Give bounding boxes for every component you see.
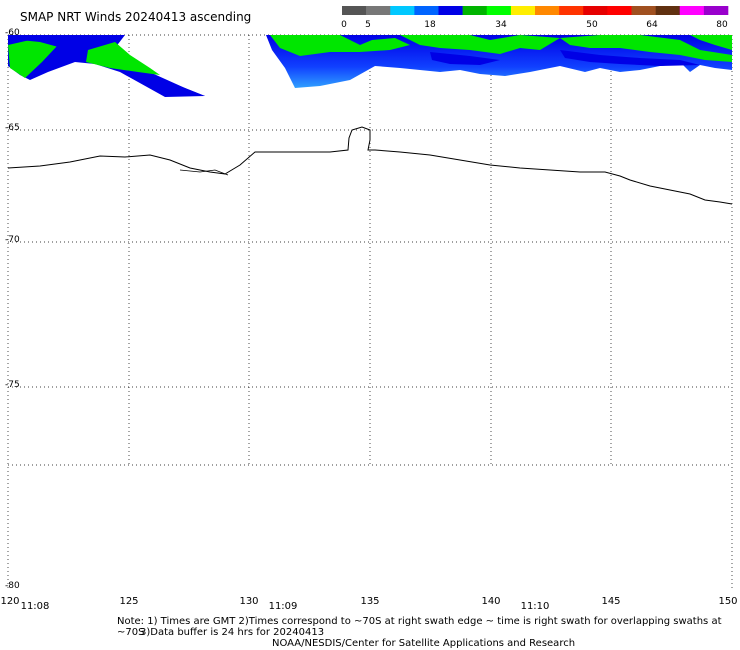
colorbar-segment	[510, 6, 536, 15]
colorbar-segment	[559, 6, 584, 15]
colorbar-segment	[607, 6, 632, 15]
colorbar-segment	[679, 6, 705, 15]
lon-label-145: 145	[601, 596, 621, 607]
colorbar-segment	[631, 6, 656, 15]
lat-label-80: -80	[5, 581, 20, 591]
time-label-1109: 11:09	[268, 601, 298, 612]
note-line-1: Note: 1) Times are GMT 2)Times correspon…	[117, 616, 722, 638]
colorbar-segment	[703, 6, 729, 15]
colorbar-segment	[438, 6, 463, 15]
colorbar-segment	[583, 6, 608, 15]
colorbar	[342, 6, 729, 15]
lat-label-65: -65	[5, 123, 20, 133]
colorbar-tick-0: 0	[341, 20, 347, 30]
colorbar-tick-5: 5	[365, 20, 371, 30]
lat-label-75: -75	[5, 380, 20, 390]
wind-swath-left	[8, 35, 205, 97]
colorbar-segment	[486, 6, 512, 15]
lon-label-125: 125	[119, 596, 139, 607]
colorbar-tick-18: 18	[424, 20, 436, 30]
time-label-1108: 11:08	[20, 601, 50, 612]
colorbar-tick-80: 80	[716, 20, 728, 30]
colorbar-segment	[366, 6, 391, 15]
lat-label-60: -60	[5, 28, 20, 38]
graticule	[7, 34, 733, 590]
coastline	[7, 126, 733, 205]
colorbar-tick-34: 34	[495, 20, 507, 30]
colorbar-segment	[462, 6, 488, 15]
note-line-2: 3)Data buffer is 24 hrs for 20240413	[140, 627, 325, 638]
lon-label-120: 120	[0, 596, 20, 607]
colorbar-segment	[390, 6, 415, 15]
time-label-1110: 11:10	[520, 601, 550, 612]
lon-label-150: 150	[718, 596, 738, 607]
lon-label-130: 130	[239, 596, 259, 607]
wind-swath-right	[266, 35, 732, 88]
lat-label-70: -70	[5, 235, 20, 245]
map-title: SMAP NRT Winds 20240413 ascending	[20, 10, 252, 24]
colorbar-tick-64: 64	[646, 20, 658, 30]
colorbar-tick-50: 50	[586, 20, 598, 30]
lon-label-140: 140	[481, 596, 501, 607]
colorbar-segment	[535, 6, 560, 15]
colorbar-segment	[414, 6, 439, 15]
colorbar-segment	[655, 6, 681, 15]
colorbar-segment	[342, 6, 367, 15]
note-line-3: NOAA/NESDIS/Center for Satellite Applica…	[272, 638, 576, 649]
lon-label-135: 135	[360, 596, 380, 607]
